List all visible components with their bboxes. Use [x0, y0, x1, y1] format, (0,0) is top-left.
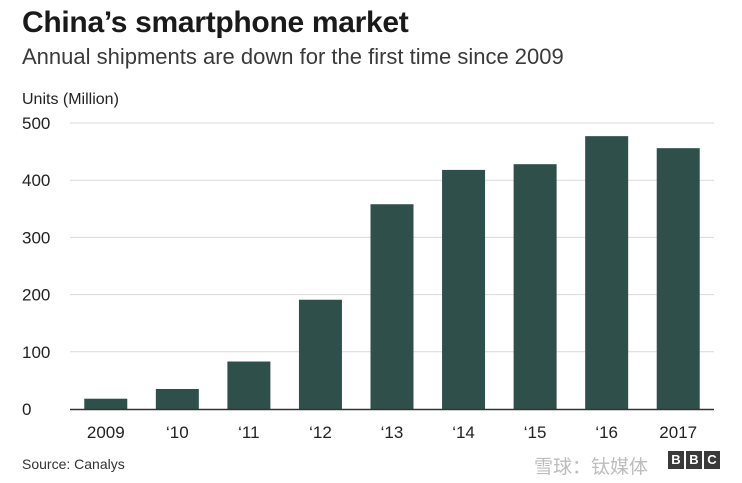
bar	[227, 361, 271, 409]
x-tick-label: ‘16	[595, 423, 618, 442]
y-axis-label: Units (Million)	[22, 91, 119, 108]
bar	[155, 388, 199, 409]
bbc-logo: B B C	[668, 451, 720, 469]
x-tick-label: ‘12	[309, 423, 332, 442]
chart-title: China’s smartphone market	[22, 6, 409, 39]
bbc-logo-letter-b2: B	[686, 451, 702, 469]
bbc-logo-letter-b1: B	[668, 451, 684, 469]
y-tick-label: 0	[22, 400, 31, 419]
bar	[513, 164, 557, 409]
x-tick-label: ‘15	[524, 423, 547, 442]
watermark-text: 雪球：钛媒体	[534, 456, 649, 478]
y-tick-label: 400	[22, 171, 50, 190]
x-tick-label: 2009	[87, 423, 125, 442]
bar	[298, 299, 342, 409]
chart-subtitle: Annual shipments are down for the first …	[22, 44, 564, 69]
x-tick-label: ‘14	[452, 423, 475, 442]
y-tick-label: 100	[22, 343, 50, 362]
y-tick-label: 300	[22, 228, 50, 247]
bbc-logo-letter-c: C	[704, 451, 720, 469]
y-tick-label: 200	[22, 286, 50, 305]
bar	[370, 204, 414, 409]
bar	[656, 148, 700, 409]
y-tick-label: 500	[22, 114, 50, 133]
x-tick-label: 2017	[659, 423, 697, 442]
bar	[585, 136, 629, 409]
source-note: Source: Canalys	[22, 456, 125, 472]
bar	[442, 169, 486, 409]
x-tick-label: ‘11	[238, 423, 259, 442]
bar	[84, 398, 128, 409]
x-tick-label: ‘10	[166, 423, 189, 442]
x-tick-label: ‘13	[381, 423, 404, 442]
